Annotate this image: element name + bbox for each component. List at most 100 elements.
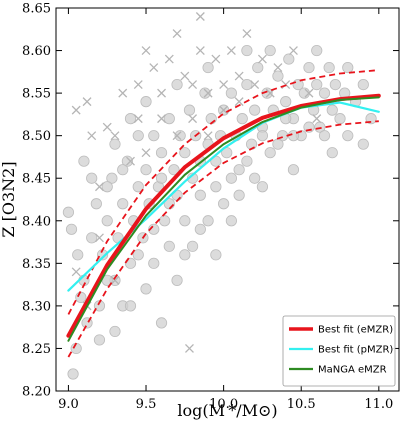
scatter-circle	[194, 223, 206, 235]
scatter-circle	[280, 96, 292, 108]
scatter-circle	[117, 198, 129, 210]
scatter-circle	[109, 325, 121, 338]
y-tick-label: 8.50	[22, 129, 51, 144]
scatter-circle	[155, 317, 168, 329]
y-axis-label: Z [O3N2]	[0, 161, 18, 237]
scatter-circle	[225, 87, 237, 99]
scatter-circle	[106, 172, 118, 184]
scatter-cross	[149, 63, 159, 73]
scatter-cross	[234, 71, 244, 81]
scatter-circle	[159, 215, 171, 227]
scatter-circle	[342, 130, 354, 142]
scatter-cross	[257, 54, 267, 64]
scatter-circle	[140, 283, 152, 295]
scatter-cross	[110, 131, 120, 141]
scatter-cross	[203, 88, 213, 98]
scatter-circle	[171, 79, 183, 91]
scatter-cross	[102, 122, 112, 132]
x-tick-label: 9.0	[58, 397, 79, 412]
scatter-cross	[250, 80, 260, 90]
scatter-circle	[163, 240, 175, 252]
legend-label-0: Best fit (eMZR)	[318, 325, 393, 336]
scatter-circle	[329, 79, 341, 91]
scatter-circle	[326, 147, 338, 159]
scatter-cross	[203, 131, 213, 141]
scatter-cross	[172, 29, 182, 38]
scatter-circle	[86, 172, 98, 184]
plot-frame	[55, 7, 400, 392]
scatter-cross	[133, 80, 143, 90]
scatter-cross	[172, 131, 182, 141]
scatter-cross	[87, 131, 97, 141]
scatter-circle	[256, 130, 269, 142]
scatter-circle	[334, 113, 346, 125]
scatter-cross	[180, 71, 190, 81]
scatter-cross	[94, 182, 104, 192]
y-tick-label: 8.40	[22, 214, 51, 229]
scatter-cross	[234, 97, 244, 107]
scatter-circle	[86, 232, 98, 244]
scatter-circle	[210, 249, 222, 261]
scatter-circle	[75, 291, 87, 303]
scatter-circle	[318, 130, 331, 142]
y-tick-label: 8.45	[22, 172, 51, 187]
y-tick-label: 8.20	[22, 385, 51, 400]
scatter-circle	[90, 198, 102, 210]
scatter-cross	[133, 114, 143, 124]
scatter-circle	[318, 87, 331, 99]
scatter-circle	[252, 61, 264, 74]
y-tick-label: 8.65	[22, 2, 51, 17]
scatter-circle	[199, 87, 211, 99]
scatter-circle	[179, 147, 191, 159]
scatter-circle	[140, 96, 152, 108]
scatter-circle	[148, 223, 160, 235]
scatter-cross	[157, 114, 166, 124]
x-tick-label: 9.5	[136, 397, 157, 412]
scatter-circle	[171, 274, 183, 286]
scatter-circle	[72, 249, 84, 261]
scatter-circle	[132, 130, 144, 142]
scatter-circle	[241, 44, 253, 57]
scatter-circle	[225, 215, 237, 227]
scatter-circle	[117, 164, 129, 176]
x-tick-label: 11.0	[364, 397, 393, 412]
scatter-circle	[264, 147, 276, 159]
scatter-circle	[202, 61, 214, 74]
y-tick-label: 8.55	[22, 87, 51, 102]
scatter-cross	[185, 343, 194, 353]
series-line-2	[67, 96, 380, 342]
scatter-circle	[93, 334, 106, 346]
x-axis-label: log(M */M⊙)	[177, 401, 277, 420]
scatter-cross	[94, 233, 104, 243]
scatter-circle	[148, 130, 160, 142]
scatter-cross	[118, 88, 128, 98]
scatter-circle	[124, 300, 137, 312]
x-tick-label: 10.0	[209, 397, 238, 412]
scatter-circle	[342, 61, 354, 74]
legend-label-2: MaNGA eMZR	[318, 365, 387, 376]
scatter-cross	[219, 80, 229, 90]
scatter-points	[62, 12, 377, 380]
scatter-circle	[155, 147, 168, 159]
scatter-cross	[195, 46, 205, 56]
scatter-circle	[311, 44, 323, 57]
scatter-circle	[241, 155, 253, 167]
axis-ticks: 9.0 9.5 10.0 10.5 11.0 8.20 8.25 8.30 8.35 8.40 8.…	[22, 2, 399, 412]
scatter-circle	[132, 249, 144, 261]
scatter-cross	[71, 105, 81, 115]
series-line-1	[67, 101, 380, 292]
scatter-circle	[179, 249, 191, 261]
scatter-circle	[298, 87, 310, 99]
scatter-circle	[109, 138, 121, 150]
scatter-cross	[289, 46, 298, 56]
lower-bound-line	[67, 120, 379, 358]
scatter-circle	[155, 172, 168, 184]
scatter-circle	[62, 206, 75, 218]
scatter-circle	[121, 155, 133, 167]
scatter-cross	[226, 46, 236, 56]
scatter-cross	[219, 105, 229, 115]
scatter-cross	[188, 114, 198, 124]
y-tick-label: 8.30	[22, 299, 51, 314]
scatter-circle	[287, 164, 300, 176]
